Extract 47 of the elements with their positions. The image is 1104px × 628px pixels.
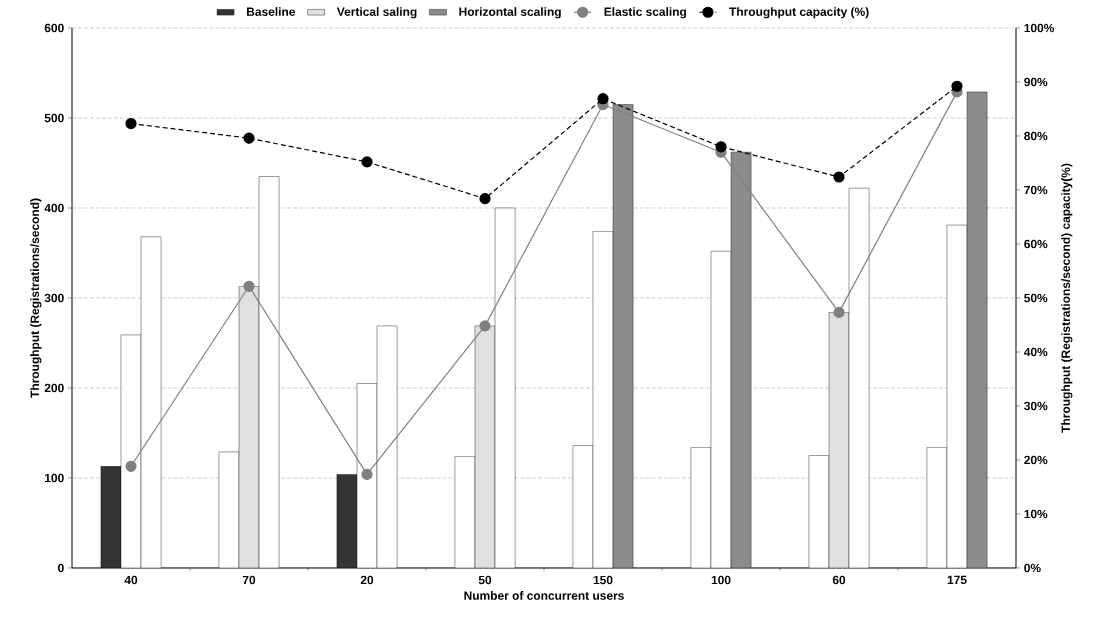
y2-tick-label: 20% — [1024, 455, 1048, 465]
y-tick-label: 400 — [44, 203, 64, 213]
point — [833, 306, 845, 318]
point — [479, 320, 491, 332]
y2-tick-label: 10% — [1024, 509, 1048, 519]
x-axis-title: Number of concurrent users — [464, 591, 624, 600]
y2-tick-label: 70% — [1024, 185, 1048, 195]
y-axis-title: Throughput (Registrations/second) — [30, 198, 42, 398]
point — [479, 193, 491, 205]
y2-tick-label: 90% — [1024, 77, 1048, 87]
point — [951, 80, 963, 92]
x-tick-label: 100 — [711, 575, 731, 585]
x-tick-label: 50 — [478, 575, 492, 585]
x-tick-label: 175 — [947, 575, 967, 585]
y-tick-label: 300 — [44, 293, 64, 303]
y2-tick-label: 0% — [1024, 563, 1041, 573]
y2-tick-label: 80% — [1024, 131, 1048, 141]
legend-label: Vertical saling — [336, 7, 417, 19]
y-tick-label: 500 — [44, 113, 64, 123]
legend-label: Horizontal scaling — [459, 7, 561, 19]
legend-label: Baseline — [247, 7, 296, 16]
point — [597, 93, 609, 105]
x-tick-label: 60 — [832, 575, 846, 585]
x-tick-label: 40 — [124, 575, 138, 585]
y2-tick-label: 100% — [1024, 23, 1055, 33]
point — [715, 141, 727, 153]
x-tick-label: 70 — [242, 575, 256, 585]
x-tick-label: 150 — [593, 575, 613, 585]
legend-label: Elastic scaling — [604, 7, 687, 19]
x-tick-label: 20 — [360, 575, 374, 585]
y-tick-label: 100 — [45, 473, 64, 483]
y2-tick-label: 40% — [1023, 347, 1048, 357]
y2-axis-title: Throughput (Registrations/second) capacity(%) — [1061, 163, 1073, 433]
point — [361, 468, 373, 480]
y-tick-label: 0 — [58, 563, 64, 573]
point — [125, 460, 137, 472]
point — [361, 156, 373, 168]
point — [833, 171, 845, 183]
point — [125, 117, 137, 130]
y2-tick-label: 50% — [1024, 293, 1048, 303]
legend-label: Throughput capacity (%) — [729, 7, 869, 19]
point — [243, 280, 255, 292]
point — [243, 132, 255, 144]
y2-tick-label: 60% — [1024, 239, 1048, 249]
y-tick-label: 200 — [44, 383, 64, 393]
y2-tick-label: 30% — [1024, 401, 1048, 411]
y-tick-label: 600 — [44, 23, 64, 33]
